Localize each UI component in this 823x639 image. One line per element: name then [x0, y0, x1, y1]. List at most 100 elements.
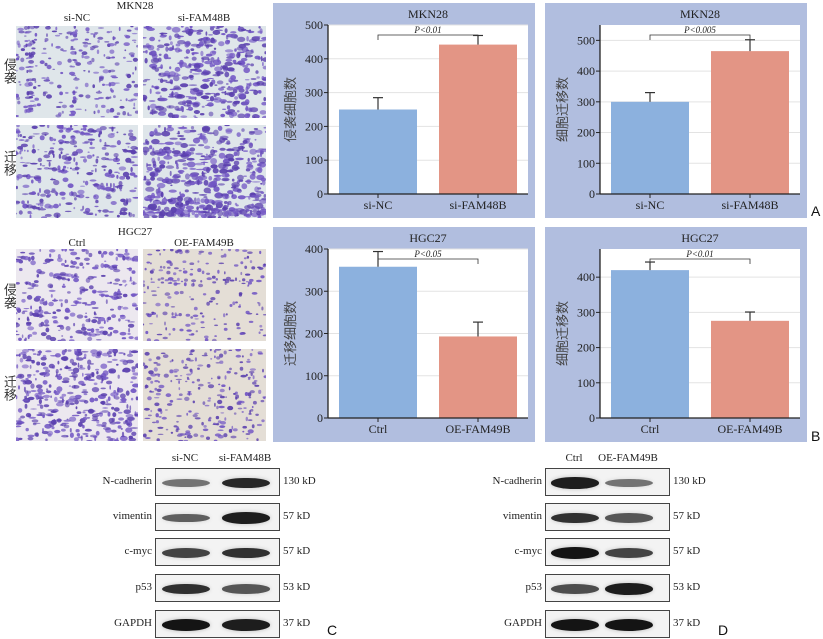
stained-cell: [256, 76, 260, 79]
stained-cell: [16, 422, 22, 426]
stained-cell: [252, 199, 262, 201]
stained-cell: [21, 364, 29, 369]
stained-cell: [129, 172, 136, 176]
bar-chart-hgc27-migration: 0 100 200 300 400 HGC27 迁移细胞数 Ctrl OE-FAM49B P<0.…: [273, 227, 535, 442]
stained-cell: [209, 300, 213, 303]
stained-cell: [94, 316, 102, 319]
stained-cell: [21, 334, 24, 339]
stained-cell: [261, 197, 266, 201]
stained-cell: [164, 409, 168, 411]
stained-cell: [53, 153, 55, 158]
stained-cell: [214, 402, 216, 407]
stained-cell: [166, 127, 174, 132]
stained-cell: [147, 105, 150, 111]
stained-cell: [172, 147, 175, 151]
stained-cell: [119, 435, 128, 441]
stained-cell: [182, 366, 189, 369]
stained-cell: [52, 274, 56, 279]
stained-cell: [180, 106, 184, 110]
stained-cell: [262, 57, 266, 62]
stained-cell: [17, 146, 24, 150]
stained-cell: [44, 213, 52, 217]
stained-cell: [86, 417, 91, 419]
stained-cell: [91, 57, 95, 63]
stained-cell: [84, 140, 91, 144]
protein-label: c-myc: [124, 545, 152, 557]
stained-cell: [105, 299, 108, 304]
stained-cell: [17, 373, 25, 379]
stained-cell: [170, 197, 175, 200]
stained-cell: [28, 416, 37, 419]
stained-cell: [87, 364, 91, 371]
stained-cell: [219, 147, 226, 151]
stained-cell: [174, 66, 181, 72]
stained-cell: [34, 97, 39, 101]
stained-cell: [84, 315, 88, 319]
stained-cell: [204, 335, 209, 339]
stained-cell: [190, 48, 195, 51]
stained-cell: [130, 388, 137, 393]
stained-cell: [209, 62, 214, 68]
stained-cell: [47, 433, 52, 437]
stained-cell: [218, 41, 225, 47]
stained-cell: [197, 29, 204, 33]
stained-cell: [247, 429, 254, 434]
stained-cell: [53, 179, 60, 186]
stained-cell: [183, 56, 189, 59]
stained-cell: [119, 210, 122, 216]
stained-cell: [84, 180, 89, 186]
stained-cell: [169, 137, 178, 140]
stained-cell: [155, 413, 159, 418]
stained-cell: [143, 26, 153, 29]
stained-cell: [247, 419, 253, 421]
stained-cell: [45, 390, 52, 394]
stained-cell: [165, 428, 169, 431]
stained-cell: [81, 323, 85, 328]
stained-cell: [192, 192, 200, 194]
stained-cell: [208, 34, 213, 36]
stained-cell: [102, 290, 109, 293]
stained-cell: [85, 94, 91, 99]
stained-cell: [24, 162, 32, 164]
stained-cell: [120, 428, 123, 430]
stained-cell: [116, 112, 121, 116]
stained-cell: [171, 26, 181, 33]
stained-cell: [143, 97, 147, 102]
stained-cell: [224, 90, 227, 96]
stained-cell: [155, 392, 161, 396]
stained-cell: [245, 273, 251, 276]
stained-cell: [30, 51, 36, 56]
stained-cell: [59, 396, 64, 399]
stained-cell: [262, 61, 264, 67]
stained-cell: [246, 161, 253, 165]
stained-cell: [91, 266, 99, 270]
stained-cell: [175, 378, 182, 381]
stained-cell: [20, 379, 26, 382]
stained-cell: [197, 367, 200, 370]
stained-cell: [111, 406, 115, 410]
stained-cell: [221, 91, 225, 94]
stained-cell: [65, 128, 71, 133]
stained-cell: [163, 178, 173, 182]
stained-cell: [163, 53, 169, 60]
stained-cell: [257, 166, 263, 174]
stained-cell: [143, 84, 147, 86]
stained-cell: [65, 365, 69, 370]
stained-cell: [70, 260, 73, 264]
stained-cell: [135, 307, 138, 311]
stained-cell: [116, 140, 121, 146]
stained-cell: [40, 193, 47, 197]
stained-cell: [165, 165, 175, 169]
stained-cell: [143, 211, 147, 216]
stained-cell: [128, 212, 133, 218]
row-label: 侵袭: [2, 58, 17, 84]
stained-cell: [80, 208, 84, 212]
stained-cell: [261, 101, 266, 106]
stained-cell: [226, 53, 234, 57]
stained-cell: [26, 321, 32, 325]
stained-cell: [98, 133, 101, 138]
stained-cell: [24, 40, 29, 42]
molecular-weight-label: 37 kD: [283, 617, 311, 629]
stained-cell: [42, 414, 45, 419]
stained-cell: [236, 188, 242, 193]
